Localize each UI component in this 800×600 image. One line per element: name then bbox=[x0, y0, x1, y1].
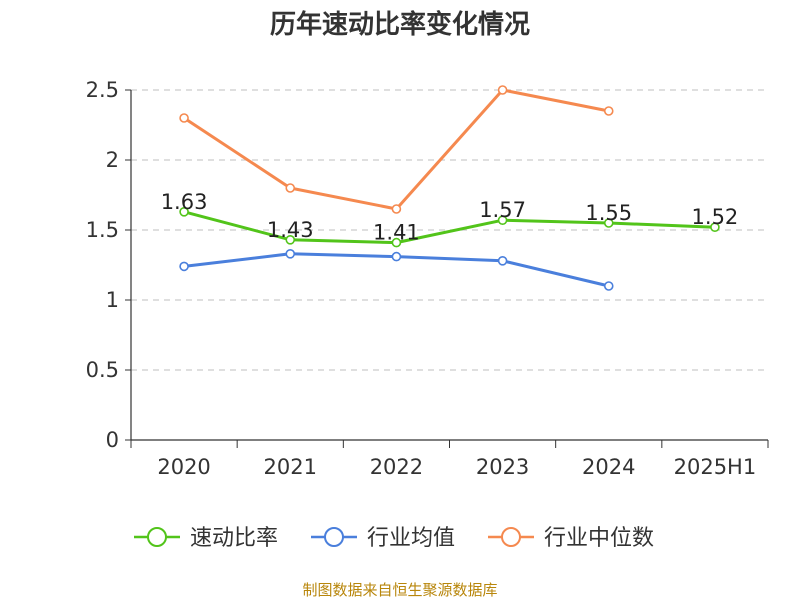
data-label: 1.57 bbox=[479, 198, 526, 222]
data-point bbox=[391, 237, 402, 248]
x-tick-label: 2025H1 bbox=[674, 455, 757, 479]
data-point bbox=[497, 255, 508, 266]
data-point bbox=[179, 113, 189, 123]
legend: 速动比率 行业均值 行业中位数 bbox=[134, 526, 654, 551]
data-point bbox=[179, 207, 189, 217]
x-tick-label: 2024 bbox=[582, 455, 635, 479]
x-tick-label: 2020 bbox=[157, 455, 210, 479]
data-point bbox=[285, 235, 296, 245]
legend-item-0: 速动比率 bbox=[134, 526, 278, 551]
data-label: 1.43 bbox=[267, 218, 314, 242]
data-point bbox=[603, 106, 614, 116]
data-label: 1.55 bbox=[585, 201, 632, 225]
data-point bbox=[497, 215, 508, 225]
series-area bbox=[179, 85, 720, 291]
legend-item-1: 行业均值 bbox=[311, 526, 455, 551]
series-line bbox=[183, 210, 715, 245]
y-tick-label: 1.5 bbox=[86, 218, 119, 242]
series-0 bbox=[179, 207, 720, 248]
y-tick-label: 0.5 bbox=[86, 358, 119, 382]
chart-title: 历年速动比率变化情况 bbox=[270, 9, 530, 40]
series-1 bbox=[179, 249, 614, 291]
source-note: 制图数据来自恒生聚源数据库 bbox=[302, 581, 497, 599]
y-tick-label: 2.5 bbox=[86, 78, 119, 102]
data-label: 1.63 bbox=[161, 190, 208, 214]
legend-marker bbox=[147, 527, 167, 547]
y-tick-label: 0 bbox=[106, 428, 119, 452]
y-tick-label: 2 bbox=[106, 148, 119, 172]
series-2 bbox=[179, 85, 614, 214]
data-point bbox=[391, 251, 402, 262]
series-line bbox=[183, 88, 610, 211]
legend-marker bbox=[501, 527, 521, 547]
legend-label: 行业均值 bbox=[367, 526, 455, 551]
data-point bbox=[603, 281, 614, 291]
data-point bbox=[603, 218, 614, 228]
legend-marker bbox=[324, 527, 344, 547]
x-tick-label: 2023 bbox=[476, 455, 529, 479]
data-label: 1.52 bbox=[692, 205, 739, 229]
data-labels: 1.63 1.43 1.41 1.57 1.55 1.52 bbox=[161, 190, 739, 245]
y-tick-label: 1 bbox=[106, 288, 119, 312]
data-point bbox=[179, 261, 189, 272]
data-point bbox=[285, 249, 296, 259]
x-tick-label: 2022 bbox=[370, 455, 423, 479]
legend-item-2: 行业中位数 bbox=[488, 526, 654, 551]
grid bbox=[131, 89, 768, 371]
legend-label: 行业中位数 bbox=[544, 526, 654, 551]
data-label: 1.41 bbox=[373, 221, 420, 245]
data-point bbox=[391, 204, 402, 214]
data-point bbox=[285, 183, 296, 193]
data-point bbox=[710, 222, 720, 232]
data-point bbox=[497, 85, 508, 95]
legend-label: 速动比率 bbox=[190, 526, 278, 551]
x-tick-label: 2021 bbox=[264, 455, 317, 479]
